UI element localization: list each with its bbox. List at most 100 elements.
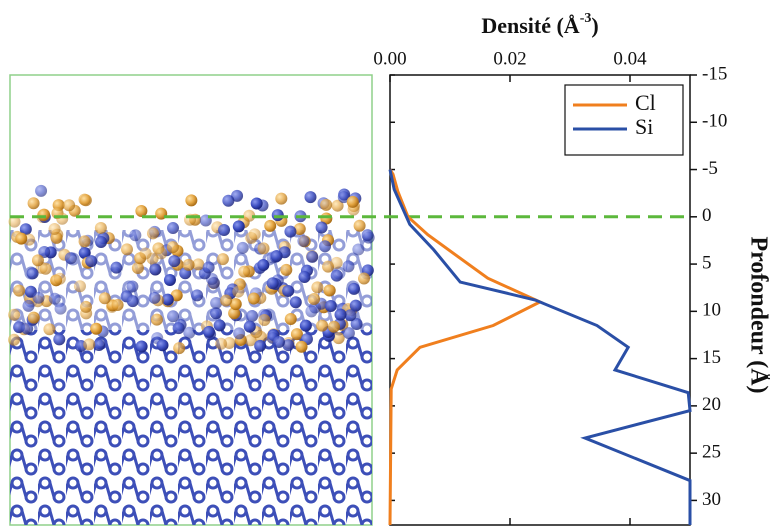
atom	[210, 297, 223, 310]
atom	[320, 198, 333, 211]
atom	[90, 322, 103, 335]
atom	[26, 267, 39, 280]
atom	[39, 262, 52, 275]
atom	[167, 310, 180, 323]
atom	[48, 223, 61, 236]
atom	[78, 246, 91, 259]
atom	[53, 333, 66, 346]
y-tick-label: 15	[702, 347, 721, 368]
atom	[155, 247, 168, 260]
atom	[257, 242, 270, 255]
atom	[232, 285, 245, 298]
atom	[319, 240, 332, 253]
atom	[289, 296, 302, 309]
y-tick-label: -15	[702, 63, 727, 84]
atom	[22, 299, 35, 312]
atom	[361, 229, 374, 242]
atom	[172, 322, 185, 335]
y-axis-label: Profondeur (Å)	[745, 236, 770, 393]
x-axis-label-part: -3	[580, 11, 592, 26]
atom	[64, 252, 77, 265]
atom	[192, 258, 205, 271]
atom	[304, 191, 317, 204]
atom	[110, 261, 123, 274]
atom	[79, 300, 92, 313]
y-tick-label: 20	[702, 394, 721, 415]
atom	[8, 308, 21, 321]
atom	[222, 194, 235, 207]
atom	[284, 312, 297, 325]
atom	[8, 215, 21, 228]
atom	[73, 280, 86, 293]
atom	[38, 246, 51, 259]
atom	[148, 291, 161, 304]
atom	[342, 260, 355, 273]
atom	[139, 247, 152, 260]
atom	[146, 227, 159, 240]
atom	[167, 222, 180, 235]
density-line	[388, 168, 544, 526]
x-axis-label-part: Densité (Å	[481, 13, 579, 38]
atom	[54, 302, 67, 315]
legend-label: Si	[635, 114, 653, 139]
atom	[266, 277, 279, 290]
atom	[19, 223, 32, 236]
atom	[95, 236, 108, 249]
atom	[183, 326, 196, 339]
atom	[248, 228, 261, 241]
atom	[216, 253, 229, 266]
atom	[270, 249, 283, 262]
y-tick-label: -5	[702, 158, 718, 179]
atom	[43, 323, 56, 336]
atom	[352, 243, 365, 256]
atom	[272, 336, 285, 349]
atom	[94, 221, 107, 234]
atom	[56, 212, 69, 225]
atom	[323, 284, 336, 297]
atom	[330, 269, 343, 282]
atom	[236, 241, 249, 254]
x-tick-label: 0.02	[493, 48, 526, 69]
density-line	[388, 169, 692, 525]
atom	[290, 328, 303, 341]
atom	[31, 254, 44, 267]
atom	[135, 205, 148, 218]
atom	[337, 191, 350, 204]
atom	[156, 339, 169, 352]
y-tick-label: 0	[702, 205, 712, 226]
atom	[63, 199, 76, 212]
atom	[213, 319, 226, 332]
atom	[168, 255, 181, 268]
atom	[350, 317, 363, 330]
plot-frame	[389, 74, 691, 526]
atom	[327, 320, 340, 333]
atom	[316, 319, 329, 332]
atom	[27, 197, 40, 210]
atom	[191, 289, 204, 302]
simulation-image	[8, 74, 375, 526]
atom	[311, 281, 324, 294]
atom	[48, 292, 61, 305]
atom	[218, 224, 231, 237]
atom	[149, 263, 162, 276]
atom	[254, 339, 267, 352]
atom	[220, 294, 233, 307]
atom	[298, 271, 311, 284]
atom	[258, 314, 271, 327]
atom	[8, 333, 21, 346]
atom	[243, 320, 256, 333]
atom	[324, 300, 337, 313]
atom	[182, 258, 195, 271]
atom	[275, 192, 288, 205]
atom	[349, 299, 362, 312]
atom	[257, 259, 270, 272]
atom	[299, 319, 312, 332]
atom	[330, 256, 343, 269]
atom	[78, 235, 91, 248]
atom	[334, 308, 347, 321]
atom	[98, 292, 111, 305]
y-tick-label: -10	[702, 111, 727, 132]
atom	[35, 184, 48, 197]
atom	[173, 342, 186, 355]
